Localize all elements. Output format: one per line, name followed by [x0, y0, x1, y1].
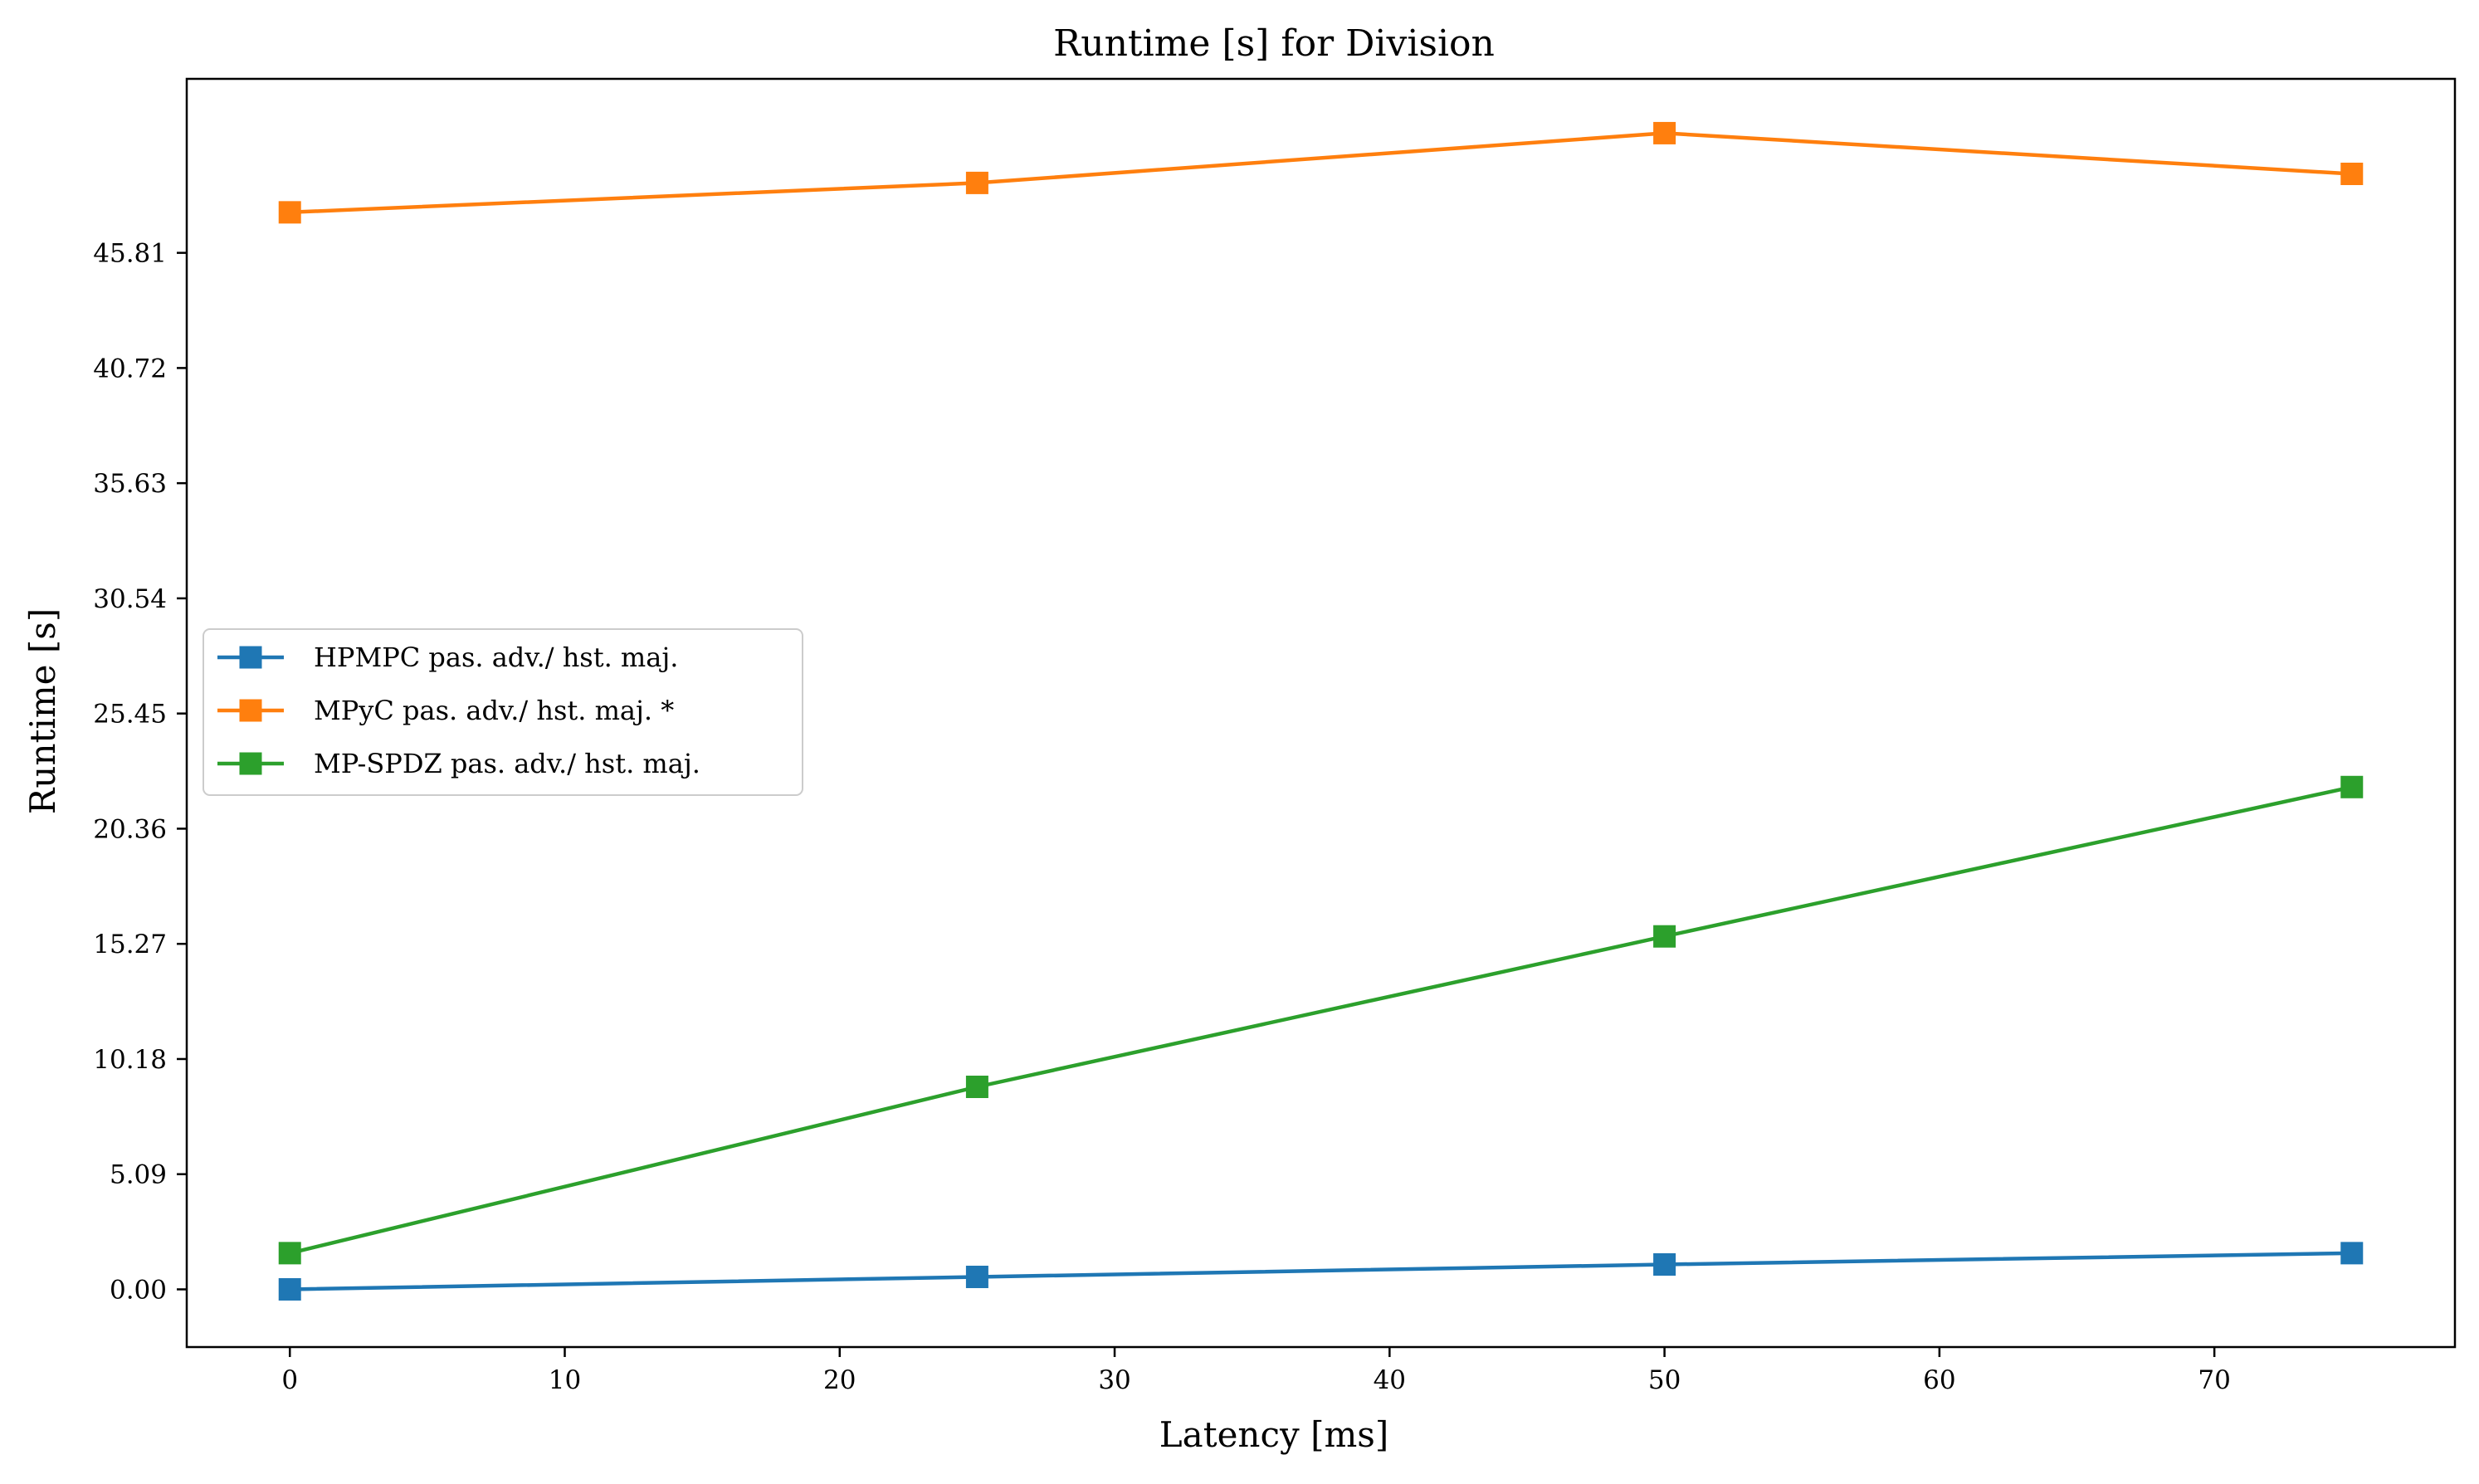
- data-point: [2340, 162, 2364, 185]
- y-axis-title: Runtime [s]: [22, 608, 63, 814]
- legend-box: [203, 628, 803, 796]
- data-point: [2340, 775, 2364, 798]
- data-point: [1653, 1252, 1676, 1276]
- x-tick-label: 10: [549, 1365, 581, 1395]
- y-tick-label: 35.63: [93, 469, 167, 499]
- y-tick-label: 0.00: [110, 1275, 167, 1305]
- legend-swatch-marker: [239, 699, 262, 722]
- data-point: [1653, 925, 1676, 948]
- y-tick-label: 40.72: [93, 354, 167, 383]
- series-layer: [278, 121, 2364, 1301]
- legend-item: HPMPC pas. adv./ hst. maj.: [217, 642, 678, 673]
- y-tick-label: 25.45: [93, 700, 167, 730]
- chart-title: Runtime [s] for Division: [1053, 22, 1495, 65]
- y-tick-label: 5.09: [110, 1160, 167, 1190]
- x-tick-label: 30: [1098, 1365, 1130, 1395]
- data-point: [278, 1277, 301, 1301]
- y-tick-label: 30.54: [93, 584, 167, 614]
- series-line: [289, 785, 2353, 1256]
- y-tick-label: 20.36: [93, 814, 167, 844]
- legend-label: MP-SPDZ pas. adv./ hst. maj.: [314, 748, 700, 779]
- x-tick-label: 0: [281, 1365, 298, 1395]
- series-0: [278, 1242, 2364, 1301]
- y-tick-label: 45.81: [93, 239, 167, 269]
- legend-swatch-marker: [239, 752, 262, 775]
- legend: HPMPC pas. adv./ hst. maj. MPyC pas. adv.…: [203, 628, 803, 796]
- x-tick-label: 70: [2198, 1365, 2230, 1395]
- y-tick-label: 15.27: [93, 930, 167, 959]
- data-point: [965, 1075, 988, 1098]
- x-tick-label: 40: [1374, 1365, 1406, 1395]
- data-point: [965, 171, 988, 194]
- series-line: [290, 131, 2352, 215]
- x-axis-ticks: 0 10 20 30 40 50 60 70: [281, 1347, 2231, 1395]
- plot-area-frame: [185, 77, 2457, 1349]
- data-point: [965, 1265, 988, 1288]
- series-line: [290, 1251, 2352, 1291]
- y-axis-ticks: 0.00 5.09 10.18 15.27 20.36 25.45 30.54 35.63 40…: [93, 239, 187, 1305]
- series-2: [278, 775, 2364, 1265]
- data-point: [278, 201, 301, 224]
- legend-items: HPMPC pas. adv./ hst. maj. MPyC pas. adv.…: [217, 642, 700, 779]
- y-tick-label: 10.18: [93, 1045, 167, 1075]
- data-point: [2340, 1242, 2364, 1265]
- legend-label: MPyC pas. adv./ hst. maj. *: [314, 695, 674, 726]
- x-tick-label: 50: [1648, 1365, 1681, 1395]
- data-point: [278, 1242, 301, 1265]
- x-tick-label: 60: [1923, 1365, 1955, 1395]
- legend-label: HPMPC pas. adv./ hst. maj.: [314, 642, 678, 673]
- x-tick-label: 20: [823, 1365, 856, 1395]
- x-axis-title: Latency [ms]: [1159, 1414, 1388, 1455]
- data-point: [1653, 121, 1676, 144]
- legend-swatch-marker: [239, 646, 262, 669]
- series-1: [278, 121, 2364, 224]
- legend-item: MP-SPDZ pas. adv./ hst. maj.: [217, 748, 700, 779]
- legend-item: MPyC pas. adv./ hst. maj. *: [217, 695, 674, 726]
